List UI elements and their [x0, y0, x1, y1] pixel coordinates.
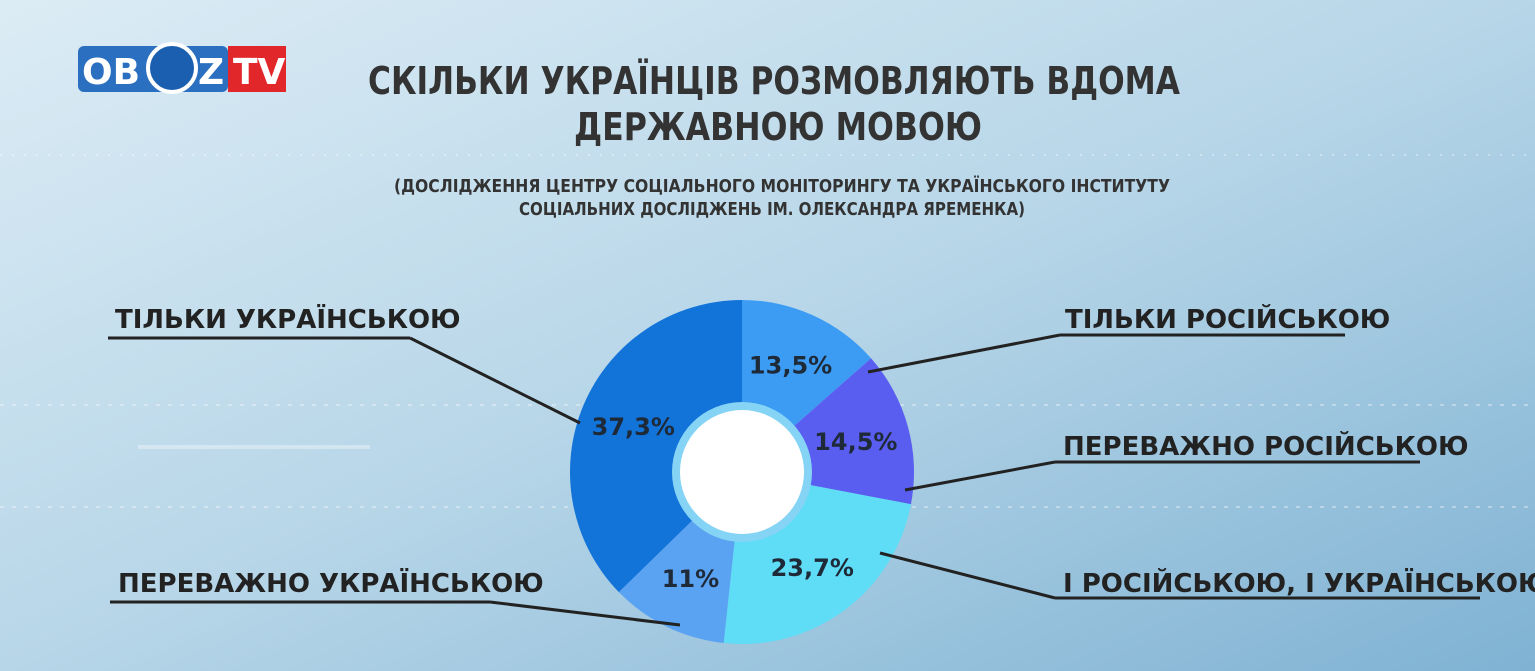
logo: OB Z TV: [78, 42, 286, 94]
value-label: 37,3%: [592, 413, 675, 441]
leader-line: [904, 460, 1056, 492]
leader-line: [879, 551, 1056, 600]
donut-hole: [680, 410, 804, 534]
decor: [0, 154, 1535, 508]
category-label: ПЕРЕВАЖНО РОСІЙСЬКОЮ: [1063, 430, 1468, 462]
logo-text: Z: [198, 52, 224, 93]
category-label: ТІЛЬКИ УКРАЇНСЬКОЮ: [115, 303, 461, 335]
chart-title: СКІЛЬКИ УКРАЇНЦІВ РОЗМОВЛЯЮТЬ ВДОМА: [368, 59, 1180, 103]
logo-globe: [146, 42, 198, 94]
logo-text: OB: [82, 52, 140, 93]
slice: [570, 300, 742, 593]
value-label: 14,5%: [814, 428, 897, 456]
value-label: 23,7%: [771, 554, 854, 582]
logo-tv: TV: [233, 52, 286, 93]
chart-title: ДЕРЖАВНОЮ МОВОЮ: [574, 105, 982, 149]
chart-subtitle: (ДОСЛІДЖЕННЯ ЦЕНТРУ СОЦІАЛЬНОГО МОНІТОРИ…: [394, 175, 1170, 197]
category-label: І РОСІЙСЬКОЮ, І УКРАЇНСЬКОЮ: [1063, 567, 1535, 599]
leader-line: [409, 336, 581, 425]
value-label: 11%: [662, 565, 719, 593]
category-label: ПЕРЕВАЖНО УКРАЇНСЬКОЮ: [118, 567, 544, 599]
chart-subtitle: СОЦІАЛЬНИХ ДОСЛІДЖЕНЬ ІМ. ОЛЕКСАНДРА ЯРЕ…: [519, 199, 1025, 220]
leader-line: [489, 600, 681, 627]
leader-line: [867, 333, 1061, 374]
logo-tv-box: [228, 46, 286, 92]
value-label: 13,5%: [749, 351, 832, 379]
category-label: ТІЛЬКИ РОСІЙСЬКОЮ: [1065, 303, 1390, 335]
